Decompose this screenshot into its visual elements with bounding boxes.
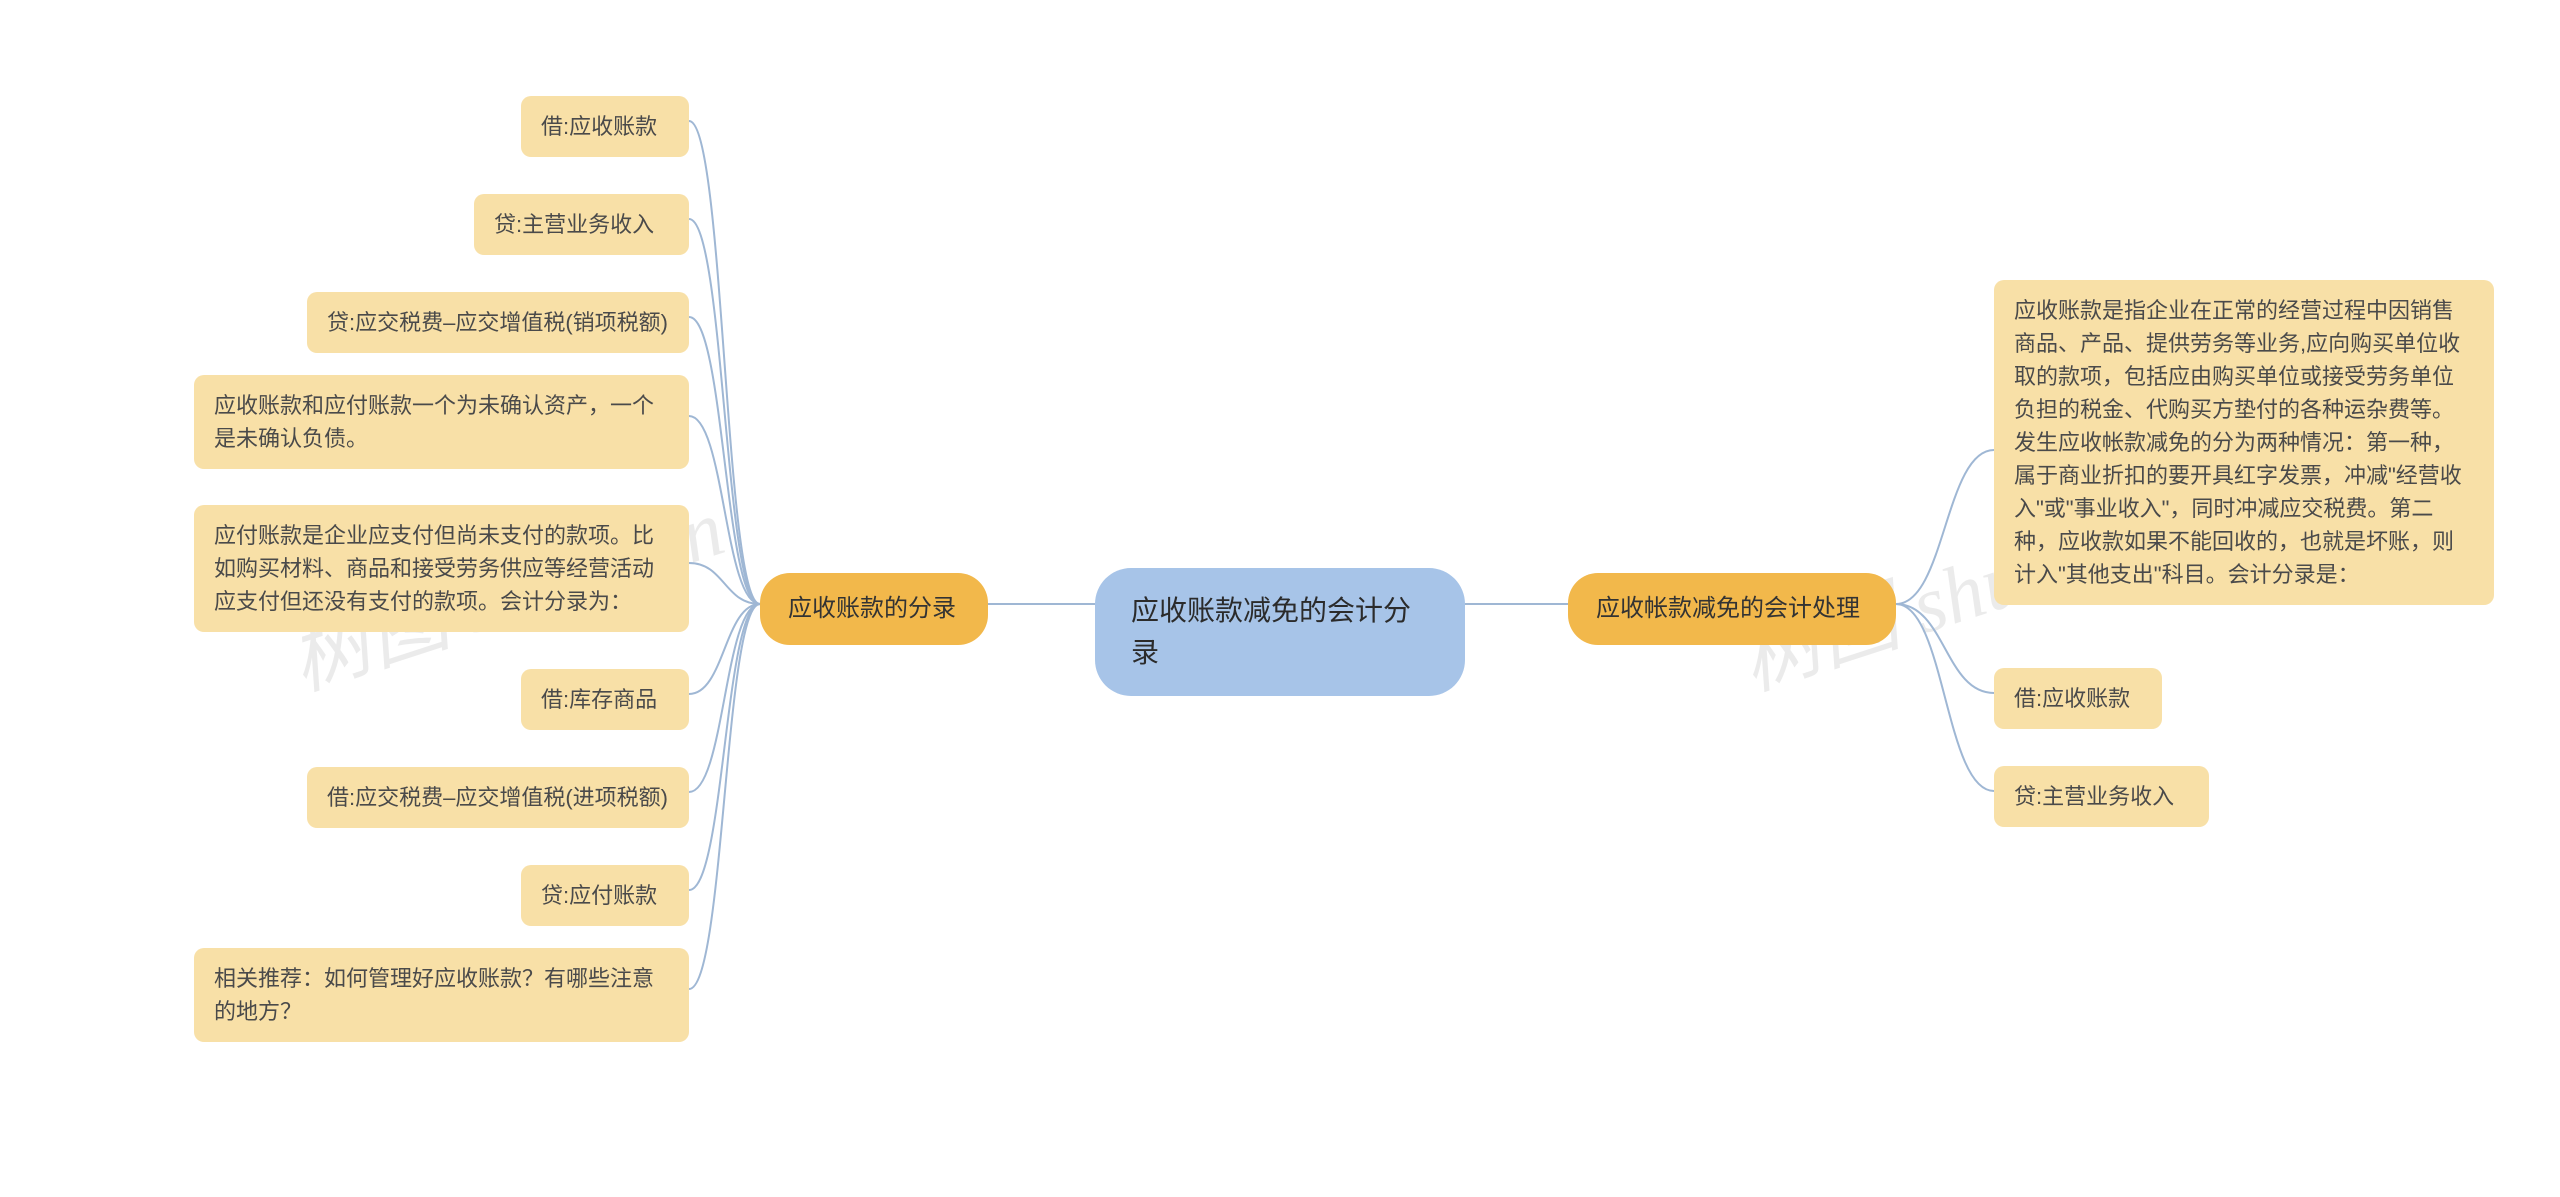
leaf-l-2: 贷:应交税费–应交增值税(销项税额) [307, 292, 689, 353]
leaf-r-1: 借:应收账款 [1994, 668, 2162, 729]
root-node: 应收账款减免的会计分录 [1095, 568, 1465, 696]
leaf-l-6: 借:应交税费–应交增值税(进项税额) [307, 767, 689, 828]
leaf-l-7: 贷:应付账款 [521, 865, 689, 926]
leaf-l-5: 借:库存商品 [521, 669, 689, 730]
mindmap-canvas: 树图 shutu.cn 树图 shutu.cn 应收账款减免的会计分录 应收账款… [0, 0, 2560, 1197]
leaf-l-4: 应付账款是企业应支付但尚未支付的款项。比如购买材料、商品和接受劳务供应等经营活动… [194, 505, 689, 632]
leaf-l-0: 借:应收账款 [521, 96, 689, 157]
leaf-r-0: 应收账款是指企业在正常的经营过程中因销售商品、产品、提供劳务等业务,应向购买单位… [1994, 280, 2494, 605]
leaf-l-8: 相关推荐：如何管理好应收账款？有哪些注意的地方？ [194, 948, 689, 1042]
leaf-r-2: 贷:主营业务收入 [1994, 766, 2209, 827]
leaf-l-3: 应收账款和应付账款一个为未确认资产，一个是未确认负债。 [194, 375, 689, 469]
branch-right: 应收帐款减免的会计处理 [1568, 573, 1896, 645]
branch-left: 应收账款的分录 [760, 573, 988, 645]
leaf-l-1: 贷:主营业务收入 [474, 194, 689, 255]
